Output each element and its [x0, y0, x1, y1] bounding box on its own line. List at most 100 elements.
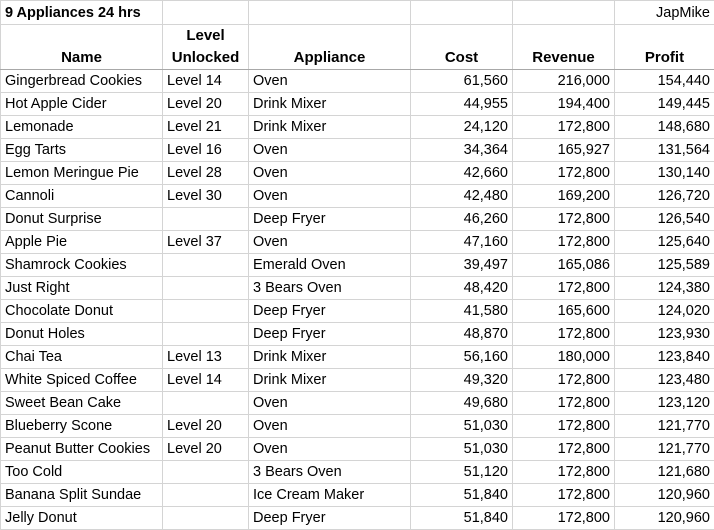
cell-appliance[interactable]: Deep Fryer — [248, 506, 411, 530]
cell-level[interactable] — [162, 207, 249, 231]
empty-cell[interactable] — [248, 0, 411, 25]
cell-appliance[interactable]: Drink Mixer — [248, 345, 411, 369]
cell-revenue[interactable]: 169,200 — [512, 184, 615, 208]
cell-level[interactable]: Level 20 — [162, 92, 249, 116]
cell-name[interactable]: Hot Apple Cider — [0, 92, 163, 116]
header-level-bottom[interactable]: Unlocked — [162, 47, 249, 70]
cell-appliance[interactable]: Oven — [248, 414, 411, 438]
cell-name[interactable]: Lemonade — [0, 115, 163, 139]
cell-level[interactable] — [162, 460, 249, 484]
cell-name[interactable]: Chocolate Donut — [0, 299, 163, 323]
cell-level[interactable]: Level 30 — [162, 184, 249, 208]
cell-cost[interactable]: 42,480 — [410, 184, 513, 208]
cell-name[interactable]: Gingerbread Cookies — [0, 69, 163, 93]
cell-name[interactable]: Peanut Butter Cookies — [0, 437, 163, 461]
cell-cost[interactable]: 51,840 — [410, 483, 513, 507]
cell-level[interactable]: Level 16 — [162, 138, 249, 162]
cell-profit[interactable]: 130,140 — [614, 161, 714, 185]
cell-name[interactable]: Lemon Meringue Pie — [0, 161, 163, 185]
cell-profit[interactable]: 123,840 — [614, 345, 714, 369]
cell-profit[interactable]: 125,589 — [614, 253, 714, 277]
cell-cost[interactable]: 44,955 — [410, 92, 513, 116]
header-appliance[interactable]: Appliance — [248, 47, 411, 70]
cell-appliance[interactable]: Drink Mixer — [248, 115, 411, 139]
cell-appliance[interactable]: Ice Cream Maker — [248, 483, 411, 507]
empty-cell[interactable] — [248, 24, 411, 47]
cell-name[interactable]: Just Right — [0, 276, 163, 300]
cell-profit[interactable]: 148,680 — [614, 115, 714, 139]
cell-profit[interactable]: 126,720 — [614, 184, 714, 208]
cell-name[interactable]: Chai Tea — [0, 345, 163, 369]
cell-level[interactable]: Level 37 — [162, 230, 249, 254]
empty-cell[interactable] — [0, 24, 163, 47]
cell-profit[interactable]: 123,120 — [614, 391, 714, 415]
cell-revenue[interactable]: 172,800 — [512, 437, 615, 461]
cell-revenue[interactable]: 165,927 — [512, 138, 615, 162]
cell-cost[interactable]: 56,160 — [410, 345, 513, 369]
cell-level[interactable]: Level 21 — [162, 115, 249, 139]
cell-name[interactable]: Too Cold — [0, 460, 163, 484]
cell-level[interactable] — [162, 506, 249, 530]
empty-cell[interactable] — [410, 0, 513, 25]
cell-profit[interactable]: 120,960 — [614, 506, 714, 530]
cell-name[interactable]: White Spiced Coffee — [0, 368, 163, 392]
cell-level[interactable] — [162, 299, 249, 323]
cell-level[interactable] — [162, 276, 249, 300]
header-revenue[interactable]: Revenue — [512, 47, 615, 70]
empty-cell[interactable] — [410, 24, 513, 47]
cell-cost[interactable]: 51,120 — [410, 460, 513, 484]
cell-cost[interactable]: 46,260 — [410, 207, 513, 231]
cell-appliance[interactable]: Oven — [248, 138, 411, 162]
cell-cost[interactable]: 51,840 — [410, 506, 513, 530]
cell-revenue[interactable]: 172,800 — [512, 414, 615, 438]
cell-appliance[interactable]: Drink Mixer — [248, 368, 411, 392]
cell-cost[interactable]: 47,160 — [410, 230, 513, 254]
cell-appliance[interactable]: Deep Fryer — [248, 207, 411, 231]
cell-revenue[interactable]: 172,800 — [512, 391, 615, 415]
cell-appliance[interactable]: 3 Bears Oven — [248, 276, 411, 300]
author-cell[interactable]: JapMike — [614, 0, 714, 25]
cell-profit[interactable]: 126,540 — [614, 207, 714, 231]
cell-cost[interactable]: 51,030 — [410, 414, 513, 438]
cell-cost[interactable]: 34,364 — [410, 138, 513, 162]
cell-appliance[interactable]: Drink Mixer — [248, 92, 411, 116]
cell-profit[interactable]: 121,680 — [614, 460, 714, 484]
empty-cell[interactable] — [162, 0, 249, 25]
cell-revenue[interactable]: 172,800 — [512, 161, 615, 185]
cell-level[interactable]: Level 20 — [162, 414, 249, 438]
cell-appliance[interactable]: Oven — [248, 437, 411, 461]
cell-name[interactable]: Apple Pie — [0, 230, 163, 254]
cell-profit[interactable]: 149,445 — [614, 92, 714, 116]
cell-profit[interactable]: 154,440 — [614, 69, 714, 93]
cell-appliance[interactable]: Deep Fryer — [248, 322, 411, 346]
cell-revenue[interactable]: 172,800 — [512, 460, 615, 484]
cell-cost[interactable]: 61,560 — [410, 69, 513, 93]
cell-name[interactable]: Sweet Bean Cake — [0, 391, 163, 415]
cell-revenue[interactable]: 216,000 — [512, 69, 615, 93]
sheet-title[interactable]: 9 Appliances 24 hrs — [0, 0, 163, 25]
cell-cost[interactable]: 48,870 — [410, 322, 513, 346]
cell-name[interactable]: Cannoli — [0, 184, 163, 208]
cell-name[interactable]: Jelly Donut — [0, 506, 163, 530]
empty-cell[interactable] — [512, 0, 615, 25]
cell-level[interactable] — [162, 253, 249, 277]
cell-cost[interactable]: 51,030 — [410, 437, 513, 461]
cell-appliance[interactable]: Deep Fryer — [248, 299, 411, 323]
cell-profit[interactable]: 123,480 — [614, 368, 714, 392]
cell-revenue[interactable]: 172,800 — [512, 368, 615, 392]
cell-appliance[interactable]: Oven — [248, 161, 411, 185]
cell-revenue[interactable]: 165,600 — [512, 299, 615, 323]
cell-revenue[interactable]: 172,800 — [512, 115, 615, 139]
cell-cost[interactable]: 39,497 — [410, 253, 513, 277]
cell-name[interactable]: Egg Tarts — [0, 138, 163, 162]
cell-revenue[interactable]: 165,086 — [512, 253, 615, 277]
cell-profit[interactable]: 123,930 — [614, 322, 714, 346]
cell-profit[interactable]: 120,960 — [614, 483, 714, 507]
cell-level[interactable]: Level 28 — [162, 161, 249, 185]
cell-appliance[interactable]: Oven — [248, 69, 411, 93]
cell-level[interactable] — [162, 391, 249, 415]
cell-cost[interactable]: 49,320 — [410, 368, 513, 392]
header-profit[interactable]: Profit — [614, 47, 714, 70]
cell-level[interactable]: Level 14 — [162, 368, 249, 392]
cell-cost[interactable]: 49,680 — [410, 391, 513, 415]
